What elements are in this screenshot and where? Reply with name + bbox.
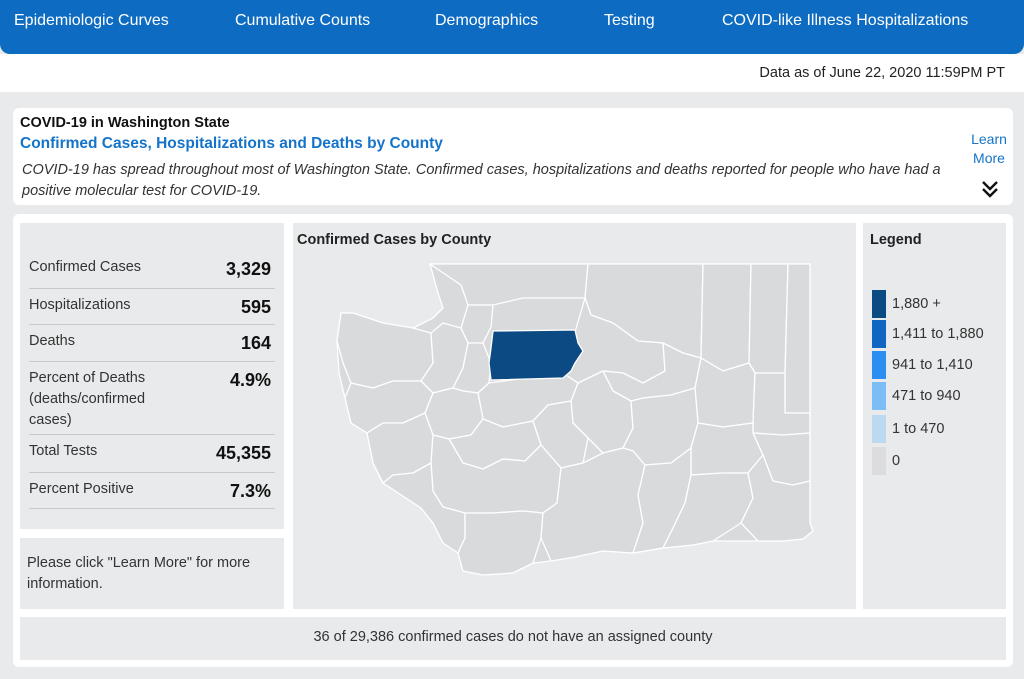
stat-label: Confirmed Cases xyxy=(29,259,142,275)
legend-title: Legend xyxy=(870,232,922,248)
main-panel: Confirmed Cases 3,329 Hospitalizations 5… xyxy=(13,214,1013,667)
washington-county-map[interactable] xyxy=(293,223,856,609)
learn-more-note: Please click "Learn More" for more infor… xyxy=(27,555,251,592)
map-panel: Confirmed Cases by County xyxy=(293,223,856,609)
stat-hospitalizations: Hospitalizations 595 xyxy=(29,289,275,325)
legend-swatch xyxy=(872,447,886,475)
legend-label: 1,411 to 1,880 xyxy=(892,326,984,342)
legend-swatch xyxy=(872,382,886,410)
unassigned-county-footnote: 36 of 29,386 confirmed cases do not have… xyxy=(20,617,1006,660)
stat-label: Deaths xyxy=(29,333,75,349)
date-bar: Data as of June 22, 2020 11:59PM PT xyxy=(0,54,1024,92)
county-shape xyxy=(740,454,814,542)
stat-value: 4.9% xyxy=(229,370,271,390)
top-navigation: Epidemiologic Curves Cumulative Counts D… xyxy=(0,0,1024,54)
legend-label: 1,880 + xyxy=(892,296,941,312)
county-shape xyxy=(336,312,434,389)
stat-value: 45,355 xyxy=(215,443,271,463)
county-shape xyxy=(748,263,789,374)
legend-item: 1,411 to 1,880 xyxy=(872,320,1002,348)
legend-label: 471 to 940 xyxy=(892,388,961,404)
legend-label: 1 to 470 xyxy=(892,421,945,437)
stat-label: Hospitalizations xyxy=(29,297,131,313)
stat-value: 595 xyxy=(240,297,271,317)
stat-deaths: Deaths 164 xyxy=(29,325,275,362)
stat-label: Percent Positive xyxy=(29,481,134,497)
highlighted-county xyxy=(488,329,584,381)
stat-value: 164 xyxy=(240,333,271,353)
legend-item: 0 xyxy=(872,447,1002,475)
info-card: COVID-19 in Washington State Confirmed C… xyxy=(13,108,1013,205)
county-shape xyxy=(662,472,754,549)
learn-more-link[interactable]: Learn More xyxy=(971,131,1007,166)
stat-label: Percent of Deaths (deaths/confirmed case… xyxy=(29,370,146,428)
legend-swatch xyxy=(872,351,886,379)
tab-covid-like-illness-hospitalizations[interactable]: COVID-like Illness Hospitalizations xyxy=(722,12,969,29)
tab-epidemiologic-curves[interactable]: Epidemiologic Curves xyxy=(14,12,169,29)
legend-swatch xyxy=(872,290,886,318)
note-panel: Please click "Learn More" for more infor… xyxy=(20,538,284,609)
stat-percent-of-deaths: Percent of Deaths (deaths/confirmed case… xyxy=(29,362,275,435)
data-as-of-text: Data as of June 22, 2020 11:59PM PT xyxy=(759,65,1005,81)
stat-label: Total Tests xyxy=(29,443,98,459)
stat-value: 3,329 xyxy=(225,259,271,279)
tab-demographics[interactable]: Demographics xyxy=(435,12,539,29)
legend-item: 1 to 470 xyxy=(872,415,1002,443)
stat-value: 7.3% xyxy=(229,481,271,501)
stats-panel: Confirmed Cases 3,329 Hospitalizations 5… xyxy=(20,223,284,529)
dashboard-description: COVID-19 has spread throughout most of W… xyxy=(22,162,941,199)
stat-total-tests: Total Tests 45,355 xyxy=(29,435,275,473)
county-shape xyxy=(700,263,752,372)
stat-confirmed-cases: Confirmed Cases 3,329 xyxy=(29,251,275,289)
legend-item: 941 to 1,410 xyxy=(872,351,1002,379)
county-shapes xyxy=(336,263,814,576)
map-title: Confirmed Cases by County xyxy=(297,232,492,248)
legend-item: 1,880 + xyxy=(872,290,1002,318)
dashboard-subtitle: Confirmed Cases, Hospitalizations and De… xyxy=(20,135,443,152)
legend-panel: Legend 1,880 + 1,411 to 1,880 941 to 1,4… xyxy=(863,223,1006,609)
dashboard-title: COVID-19 in Washington State xyxy=(20,115,230,131)
legend-swatch xyxy=(872,320,886,348)
footnote-text: 36 of 29,386 confirmed cases do not have… xyxy=(313,629,713,645)
tab-cumulative-counts[interactable]: Cumulative Counts xyxy=(235,12,371,29)
legend-label: 941 to 1,410 xyxy=(892,357,973,373)
legend-label: 0 xyxy=(892,453,901,469)
chevron-double-down-icon[interactable] xyxy=(979,178,1001,200)
stat-percent-positive: Percent Positive 7.3% xyxy=(29,473,275,509)
county-shape xyxy=(784,263,811,414)
tab-testing[interactable]: Testing xyxy=(604,12,655,29)
county-shape xyxy=(457,510,544,576)
legend-item: 471 to 940 xyxy=(872,382,1002,410)
legend-swatch xyxy=(872,415,886,443)
